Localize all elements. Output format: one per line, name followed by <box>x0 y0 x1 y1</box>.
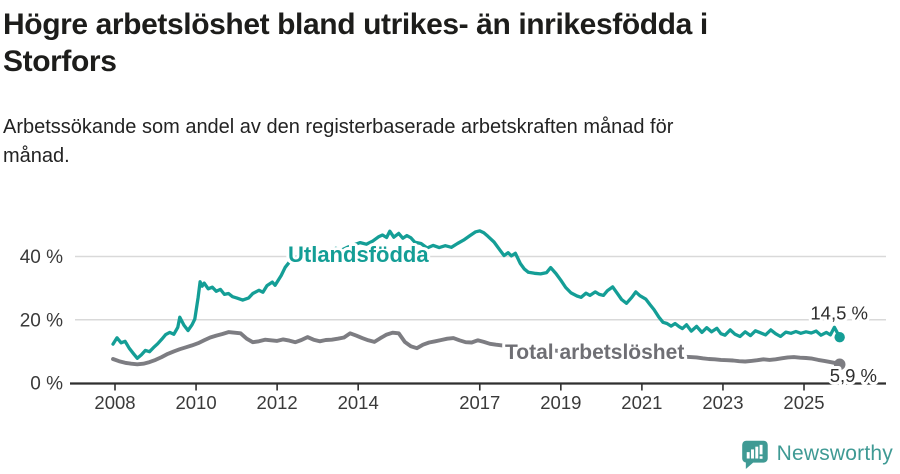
x-axis-tick-label: 2023 <box>702 392 743 413</box>
series-end-label: 14,5 % <box>810 303 868 324</box>
page-subtitle: Arbetssökande som andel av den registerb… <box>3 116 674 167</box>
y-axis-tick-label: 0 % <box>30 374 63 395</box>
series-end-dot <box>834 331 845 343</box>
x-axis-tick-label: 2010 <box>175 392 216 413</box>
x-axis-tick-label: 2019 <box>540 392 581 413</box>
y-axis-tick-label: 20 % <box>20 310 63 331</box>
newsworthy-wordmark: Newsworthy <box>776 441 893 465</box>
y-axis-tick-label: 40 % <box>20 247 63 268</box>
series-end-label: 5,9 % <box>830 365 877 386</box>
x-axis-tick-label: 2021 <box>621 392 662 413</box>
series-label-utlandsfodda: Utlandsfödda <box>288 242 429 267</box>
x-axis-tick-label: 2017 <box>459 392 500 413</box>
series-line-utlandsfodda <box>111 229 842 360</box>
x-axis-tick-label: 2008 <box>94 392 135 413</box>
x-axis-tick-label: 2014 <box>338 392 379 413</box>
series-label-total: Total arbetslöshet <box>505 341 684 364</box>
page-title: Högre arbetslöshet bland utrikes- än inr… <box>3 8 708 78</box>
series-end-dot <box>833 358 846 371</box>
x-axis-tick-label: 2025 <box>783 392 824 413</box>
series-line-total <box>111 330 842 367</box>
newsworthy-logo-icon <box>741 440 768 469</box>
x-axis-tick-label: 2012 <box>257 392 298 413</box>
newsworthy-logo: Newsworthy <box>739 438 893 469</box>
